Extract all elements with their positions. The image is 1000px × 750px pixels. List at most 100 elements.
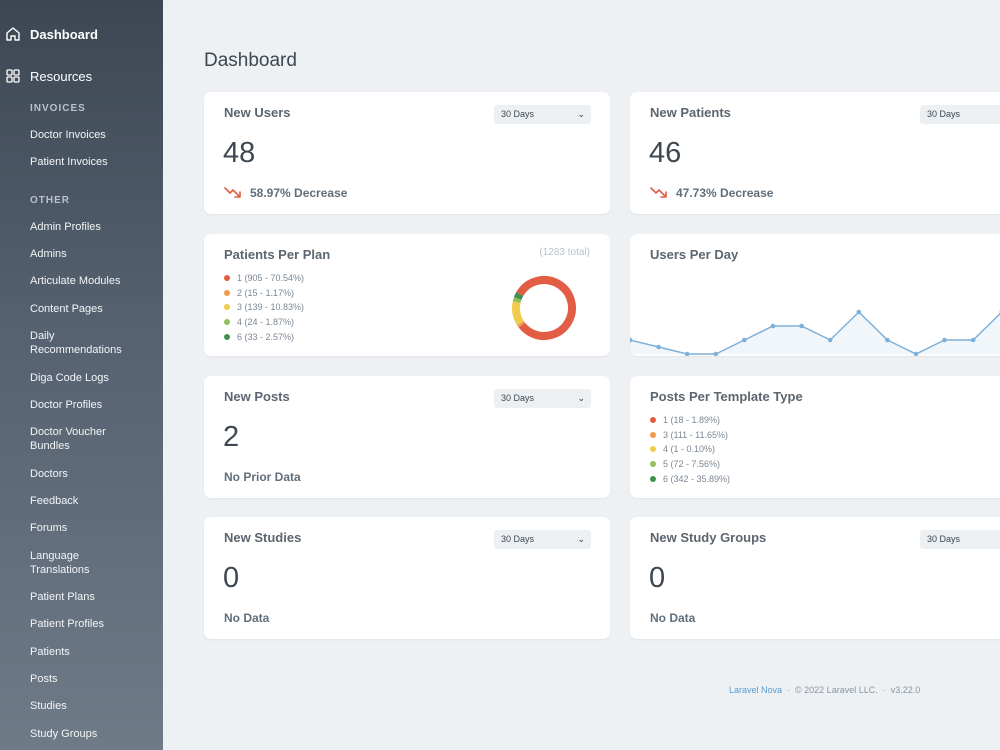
legend-dot [224, 289, 230, 296]
legend-dot [650, 461, 656, 468]
line-point [799, 323, 804, 329]
footer-separator: · [787, 685, 791, 695]
metric-value: 2 [223, 421, 240, 453]
sidebar-item-patient-plans[interactable]: Patient Plans [30, 591, 95, 603]
donut-slice [512, 276, 576, 340]
legend-label: 4 (24 - 1.87%) [237, 317, 295, 328]
sidebar-item-patient-invoices[interactable]: Patient Invoices [30, 156, 108, 168]
donut-chart [512, 276, 576, 340]
legend-dot [650, 446, 656, 453]
sidebar-item-studies[interactable]: Studies [30, 700, 67, 712]
sidebar-item-doctor-invoices[interactable]: Doctor Invoices [30, 129, 106, 141]
range-select-value: 30 Days [501, 109, 535, 119]
range-select[interactable]: 30 Days ⌄ [920, 530, 1000, 549]
line-point [630, 337, 633, 343]
trend-down-icon [224, 187, 241, 198]
card-new-studies: New Studies 30 Days ⌄ 0 No Data [204, 517, 610, 639]
card-users-per-day: Users Per Day [630, 234, 1000, 356]
range-select-value: 30 Days [927, 109, 961, 119]
sidebar-item-content-pages[interactable]: Content Pages [30, 303, 103, 315]
legend-item: 5 (72 - 7.56%) [650, 457, 730, 472]
section-other: OTHER [30, 195, 70, 206]
sidebar-item-language-translations[interactable]: Language Translations [30, 550, 90, 576]
card-posts-per-template: Posts Per Template Type 1 (18 - 1.89%) 3… [630, 376, 1000, 498]
sidebar-item-patient-profiles[interactable]: Patient Profiles [30, 618, 104, 630]
home-icon [4, 25, 22, 43]
trend-indicator: 58.97% Decrease [224, 186, 347, 200]
nav-resources-label: Resources [30, 68, 93, 84]
legend-item: 4 (1 - 0.10%) [650, 442, 730, 457]
sidebar-item-doctor-voucher-bundles[interactable]: Doctor Voucher Bundles [30, 426, 106, 452]
line-series [630, 310, 1000, 355]
nav-dashboard[interactable]: Dashboard [4, 24, 98, 44]
sidebar-item-feedback[interactable]: Feedback [30, 495, 79, 507]
sidebar-item-doctor-profiles[interactable]: Doctor Profiles [30, 399, 103, 411]
range-select[interactable]: 30 Days ⌄ [494, 530, 591, 549]
legend-dot [650, 417, 656, 424]
range-select[interactable]: 30 Days ⌄ [920, 105, 1000, 124]
line-point [942, 337, 947, 343]
range-select-value: 30 Days [501, 534, 535, 544]
legend-dot [650, 431, 656, 438]
metric-note: No Data [224, 611, 270, 625]
line-point [656, 344, 661, 350]
legend-dot [224, 319, 230, 326]
card-new-patients: New Patients 30 Days ⌄ 46 47.73% Decreas… [630, 92, 1000, 214]
donut-slice [512, 276, 576, 340]
sidebar-item-admins[interactable]: Admins [30, 248, 67, 260]
line-point [684, 351, 690, 356]
card-title: Users Per Day [650, 247, 739, 262]
legend-label: 4 (1 - 0.10%) [663, 444, 716, 455]
range-select-value: 30 Days [501, 393, 535, 403]
section-invoices: INVOICES [30, 103, 86, 114]
line-point [970, 337, 976, 343]
sidebar-item-daily-recommendations[interactable]: Daily Recommendations [30, 330, 122, 356]
legend-item: 2 (15 - 1.17%) [224, 286, 304, 301]
legend-label: 5 (72 - 7.56%) [663, 459, 721, 470]
range-select[interactable]: 30 Days ⌄ [494, 105, 591, 124]
page-title: Dashboard [204, 50, 297, 71]
chevron-down-icon: ⌄ [577, 393, 585, 403]
sidebar-item-patients[interactable]: Patients [30, 646, 70, 658]
legend: 1 (905 - 70.54%) 2 (15 - 1.17%) 3 (139 -… [224, 271, 304, 344]
sidebar-item-articulate-modules[interactable]: Articulate Modules [30, 275, 121, 287]
line-point [713, 351, 719, 356]
card-title: Patients Per Plan [224, 247, 331, 262]
footer-link[interactable]: Laravel Nova [729, 685, 783, 695]
line-point [913, 351, 919, 356]
line-chart [630, 309, 1000, 356]
line-point [770, 323, 776, 329]
nav-dashboard-label: Dashboard [30, 26, 98, 42]
range-select[interactable]: 30 Days ⌄ [494, 389, 591, 408]
trend-text: 47.73% Decrease [676, 186, 774, 200]
sidebar-item-study-groups[interactable]: Study Groups [30, 728, 98, 740]
line-point [742, 337, 747, 343]
legend-label: 3 (111 - 11.65%) [663, 429, 729, 440]
card-patients-per-plan: Patients Per Plan (1283 total) 1 (905 - … [204, 234, 610, 356]
legend-item: 4 (24 - 1.87%) [224, 315, 304, 330]
legend-label: 1 (18 - 1.89%) [663, 415, 721, 426]
legend-item: 3 (139 - 10.83%) [224, 300, 304, 315]
sidebar-item-forums[interactable]: Forums [30, 522, 68, 534]
card-title: New Study Groups [650, 530, 767, 545]
chevron-down-icon: ⌄ [577, 109, 585, 119]
footer-version: v3.22.0 [890, 685, 921, 695]
legend-item: 6 (33 - 2.57%) [224, 329, 304, 344]
legend-item: 1 (18 - 1.89%) [650, 413, 730, 428]
sidebar-item-posts[interactable]: Posts [30, 673, 58, 685]
nav-resources[interactable]: Resources [4, 66, 92, 86]
footer-copyright: © 2022 Laravel LLC. [795, 685, 878, 695]
sidebar-item-doctors[interactable]: Doctors [30, 468, 68, 480]
legend-label: 1 (905 - 70.54%) [237, 273, 305, 284]
sidebar-item-diga-code-logs[interactable]: Diga Code Logs [30, 372, 109, 384]
legend: 1 (18 - 1.89%) 3 (111 - 11.65%) 4 (1 - 0… [650, 413, 730, 486]
legend-item: 6 (342 - 35.89%) [650, 471, 730, 486]
legend-label: 6 (342 - 35.89%) [663, 473, 731, 484]
sidebar-item-admin-profiles[interactable]: Admin Profiles [30, 221, 101, 233]
metric-note: No Data [650, 611, 696, 625]
donut-slice [512, 276, 576, 340]
line-point [856, 309, 862, 315]
metric-value: 48 [223, 137, 256, 169]
trend-down-icon [650, 187, 667, 198]
metric-value: 46 [649, 137, 682, 169]
